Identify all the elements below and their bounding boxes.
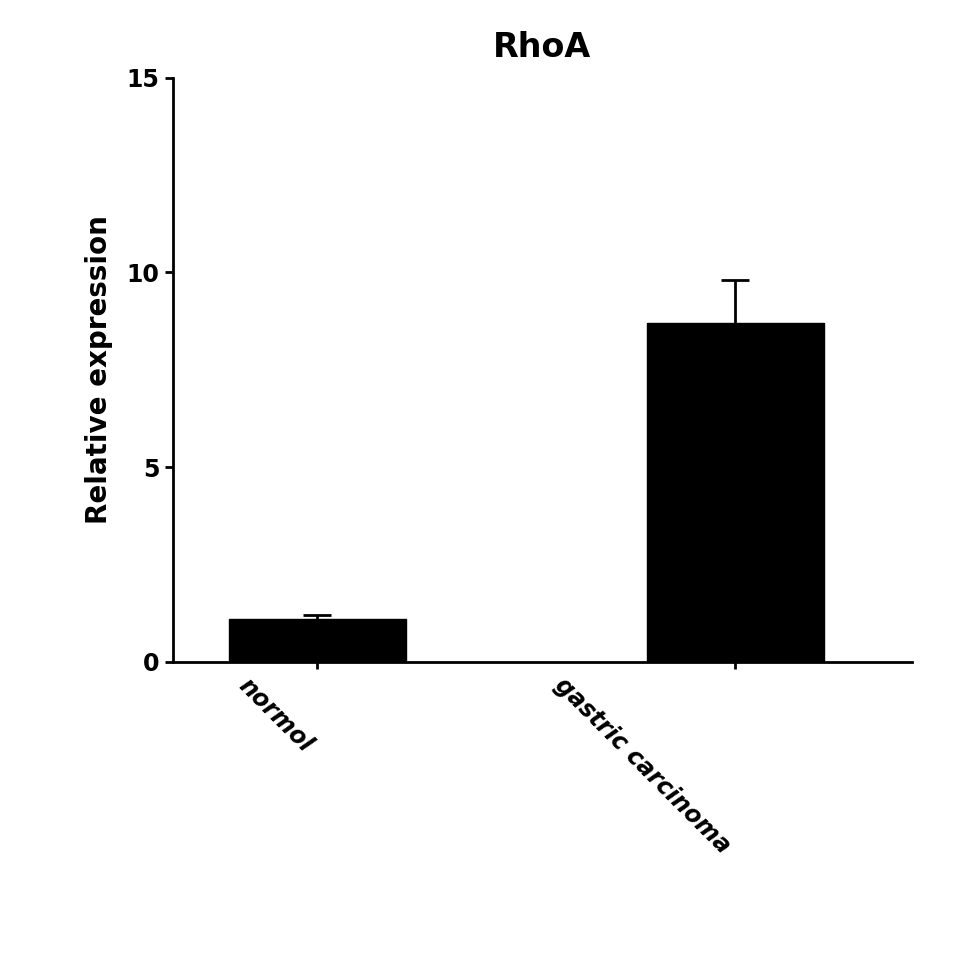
Bar xyxy=(647,323,824,662)
Bar xyxy=(229,619,406,662)
Y-axis label: Relative expression: Relative expression xyxy=(84,215,113,524)
Title: RhoA: RhoA xyxy=(493,31,591,64)
